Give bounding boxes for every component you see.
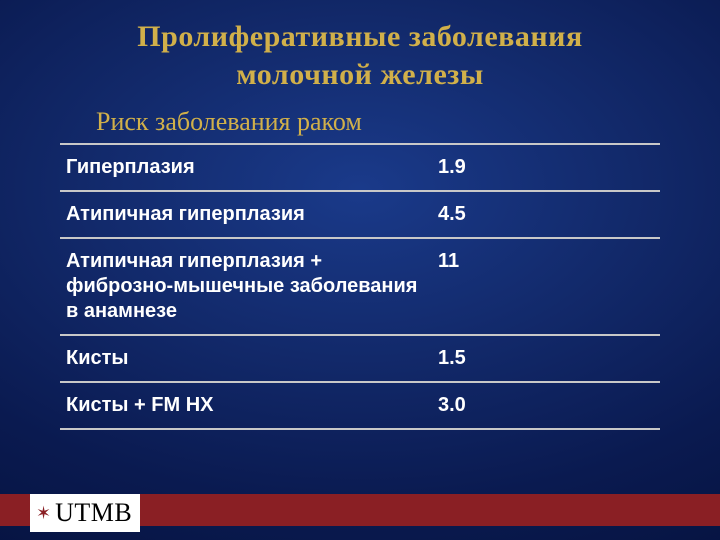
risk-table-wrap: Гиперплазия 1.9 Атипичная гиперплазия 4.… [60, 143, 660, 430]
table-row: Атипичная гиперплазия + фиброзно-мышечны… [60, 238, 660, 335]
table-row: Гиперплазия 1.9 [60, 144, 660, 191]
row-label: Кисты + FM HX [60, 382, 432, 429]
row-label: Гиперплазия [60, 144, 432, 191]
row-value: 1.9 [432, 144, 660, 191]
row-value: 1.5 [432, 335, 660, 382]
table-row: Кисты 1.5 [60, 335, 660, 382]
row-label: Атипичная гиперплазия [60, 191, 432, 238]
row-value: 11 [432, 238, 660, 335]
slide: Пролиферативные заболевания молочной жел… [0, 0, 720, 540]
table-row: Кисты + FM HX 3.0 [60, 382, 660, 429]
title-line-1: Пролиферативные заболевания [137, 20, 582, 53]
row-label: Кисты [60, 335, 432, 382]
star-icon: ✶ [36, 504, 51, 522]
slide-title: Пролиферативные заболевания молочной жел… [0, 0, 720, 93]
risk-table: Гиперплазия 1.9 Атипичная гиперплазия 4.… [60, 143, 660, 430]
title-line-2: молочной железы [236, 58, 484, 91]
table-row: Атипичная гиперплазия 4.5 [60, 191, 660, 238]
row-value: 4.5 [432, 191, 660, 238]
logo-text: UTMB [55, 498, 132, 528]
row-label: Атипичная гиперплазия + фиброзно-мышечны… [60, 238, 432, 335]
logo: ✶ UTMB [30, 494, 140, 532]
slide-subtitle: Риск заболевания раком [96, 107, 720, 137]
row-value: 3.0 [432, 382, 660, 429]
